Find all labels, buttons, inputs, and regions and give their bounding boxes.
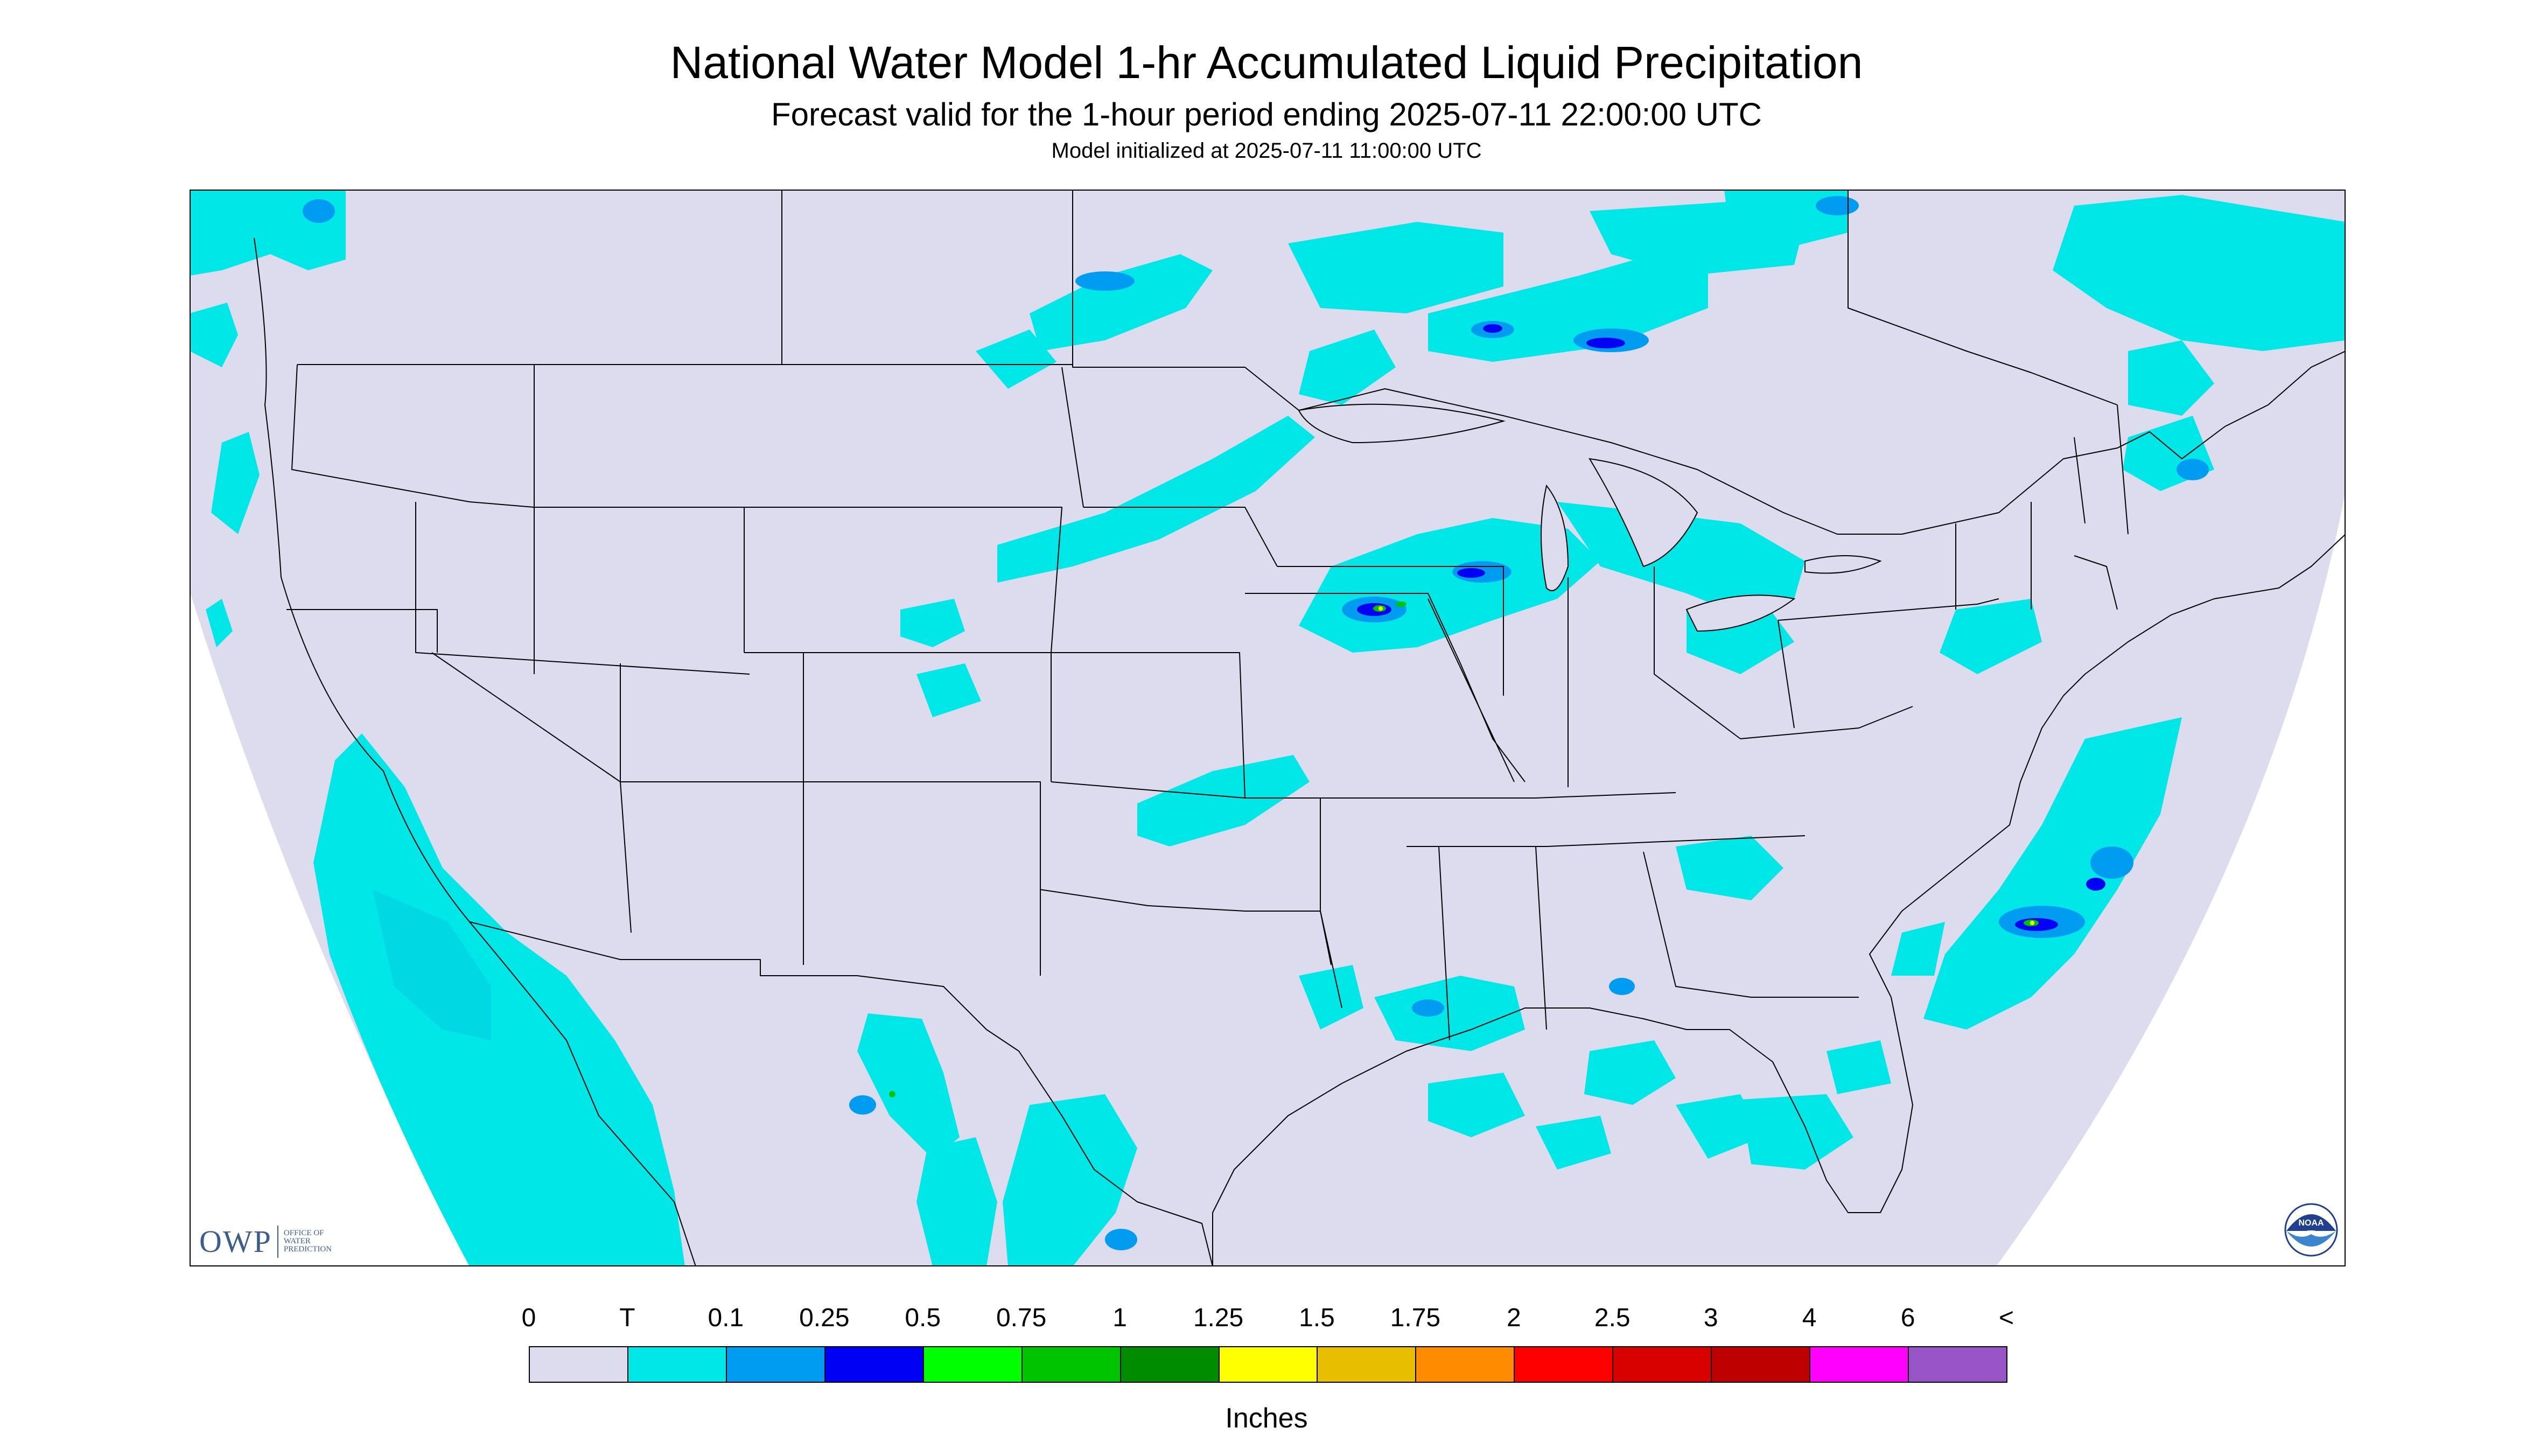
legend-swatch [1514, 1346, 1614, 1383]
legend-swatch [1021, 1346, 1121, 1383]
precip-light-areas [190, 190, 2346, 1266]
political-boundaries [254, 190, 2346, 1266]
legend-swatch [529, 1346, 628, 1383]
legend-label: 0.25 [799, 1304, 850, 1332]
legend-label: < [1998, 1304, 2014, 1332]
owp-text: OFFICE OF WATER PREDICTION [283, 1229, 332, 1254]
legend-label: 0.5 [905, 1304, 941, 1332]
legend-swatch [725, 1346, 825, 1383]
legend-label: 6 [1900, 1304, 1915, 1332]
forecast-valid-subtitle: Forecast valid for the 1-hour period end… [771, 96, 1762, 132]
map-frame [190, 190, 2346, 1266]
legend-label: T [619, 1304, 635, 1332]
legend-label: 1 [1112, 1304, 1127, 1332]
legend-swatch [1612, 1346, 1712, 1383]
noaa-logo-text: NOAA [2298, 1219, 2324, 1228]
legend-label: 2 [1506, 1304, 1521, 1332]
legend-swatch [1415, 1346, 1515, 1383]
precip-heavy-areas [1357, 324, 2105, 931]
owp-separator [277, 1225, 278, 1258]
legend-label: 1.75 [1390, 1304, 1441, 1332]
legend-label: 2.5 [1594, 1304, 1631, 1332]
legend-label: 1.25 [1193, 1304, 1244, 1332]
legend-label: 1.5 [1299, 1304, 1335, 1332]
legend-swatch [1317, 1346, 1417, 1383]
owp-mark: OWP [199, 1224, 272, 1259]
legend-label: 0.75 [996, 1304, 1047, 1332]
legend-swatch [1908, 1346, 2007, 1383]
legend-swatch [1218, 1346, 1318, 1383]
precipitation-map [190, 190, 2346, 1266]
legend-label: 0.1 [708, 1304, 744, 1332]
great-lakes [1298, 403, 1882, 632]
owp-logo: OWP OFFICE OF WATER PREDICTION [199, 1223, 348, 1259]
legend-swatch [1119, 1346, 1220, 1383]
legend-swatch [1809, 1346, 1909, 1383]
legend-label: 0 [521, 1304, 536, 1332]
legend-swatch [922, 1346, 1023, 1383]
legend-label: 3 [1703, 1304, 1718, 1332]
map-title: National Water Model 1-hr Accumulated Li… [670, 37, 1863, 88]
legend-units-label: Inches [1225, 1403, 1308, 1434]
model-init-line: Model initialized at 2025-07-11 11:00:00… [1051, 139, 1482, 163]
legend-swatch [627, 1346, 727, 1383]
legend-swatch [824, 1346, 924, 1383]
noaa-logo-icon: NOAA [2284, 1203, 2338, 1257]
precip-peak-cores [1379, 606, 2034, 925]
legend-label: 4 [1802, 1304, 1817, 1332]
legend-swatch [1711, 1346, 1811, 1383]
